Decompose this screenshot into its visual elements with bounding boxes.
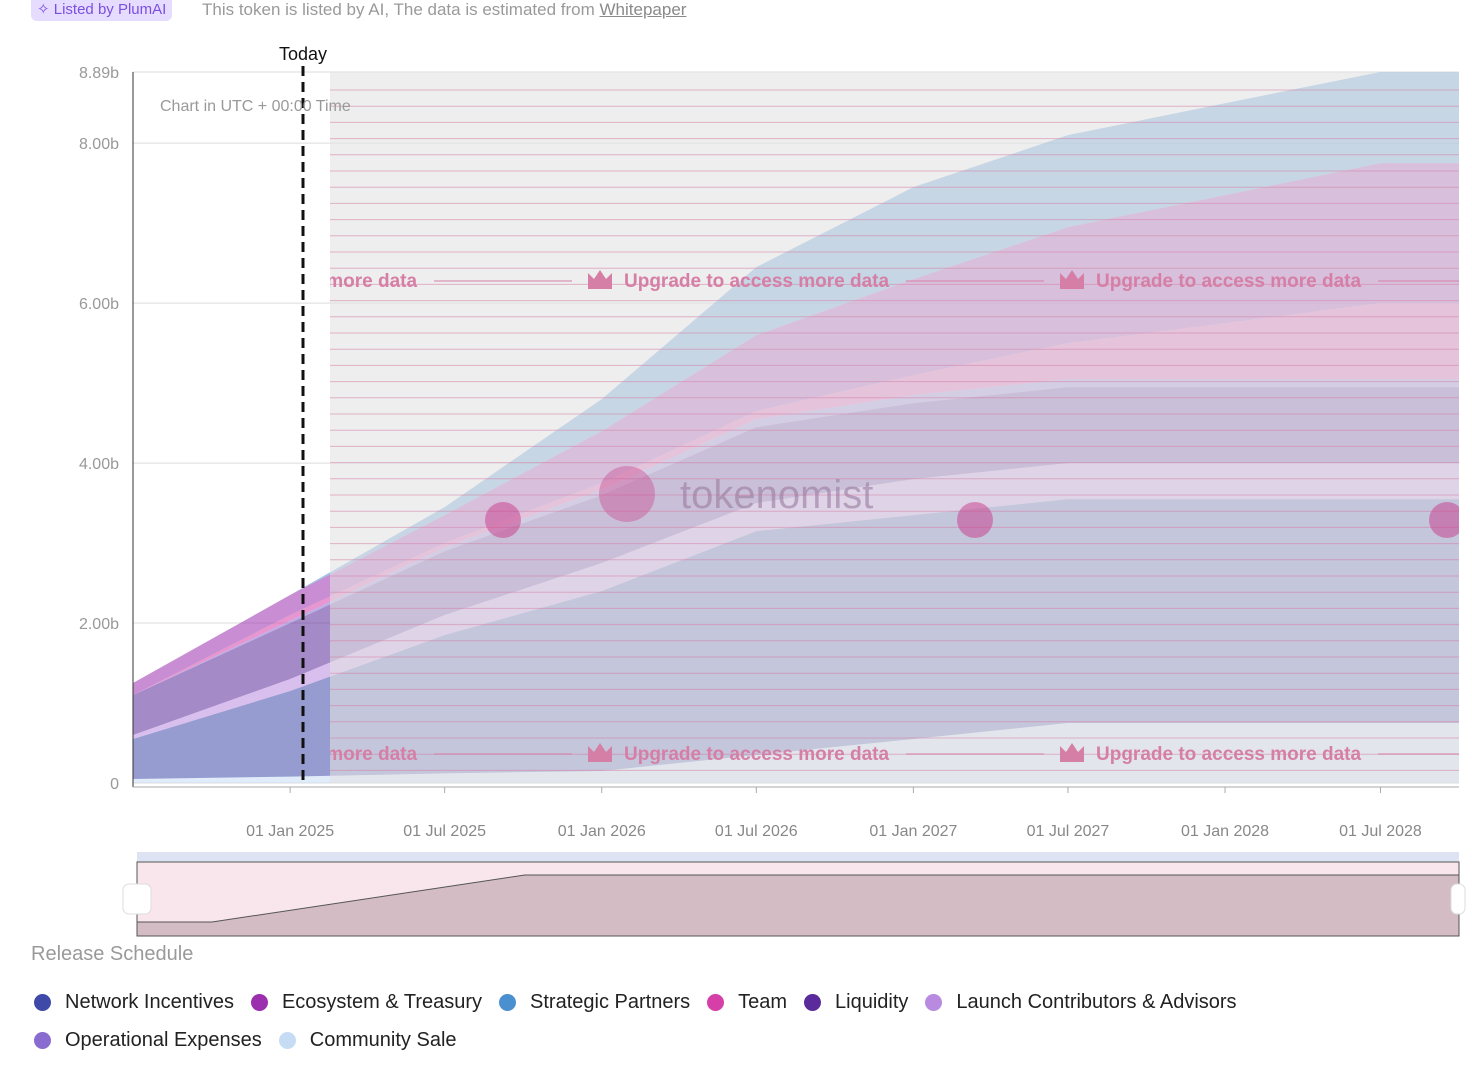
legend: Network Incentives Ecosystem & Treasury St…: [34, 990, 1434, 1052]
y-tick-label: 6.00b: [79, 296, 119, 313]
legend-label: Network Incentives: [65, 990, 234, 1013]
x-tick-label: 01 Jan 2026: [558, 823, 646, 840]
y-tick-label: 8.00b: [79, 136, 119, 153]
legend-item[interactable]: Team: [707, 990, 787, 1014]
today-label: Today: [279, 44, 327, 64]
crown-icon: [1060, 270, 1084, 289]
legend-item[interactable]: Launch Contributors & Advisors: [925, 990, 1237, 1014]
legend-label: Strategic Partners: [530, 990, 691, 1013]
legend-swatch: [34, 993, 51, 1011]
navigator-handle[interactable]: [122, 883, 152, 915]
section-title: Release Schedule: [31, 943, 194, 965]
watermark: tokenomist: [680, 473, 873, 517]
x-tick-label: 01 Jul 2028: [1339, 823, 1422, 840]
legend-swatch: [250, 993, 268, 1011]
legend-label: Operational Expenses: [65, 1028, 262, 1051]
x-tick-label: 01 Jan 2028: [1181, 823, 1269, 840]
logo-mark: [957, 502, 993, 538]
legend-swatch: [707, 993, 725, 1011]
paywall-text: Upgrade to access more data: [1096, 271, 1361, 292]
legend-label: Launch Contributors & Advisors: [956, 990, 1237, 1013]
x-tick-label: 01 Jan 2025: [246, 823, 334, 840]
logo-mark: [1429, 502, 1459, 538]
chart: Upgrade to access more data Upgrade to ac…: [79, 44, 1466, 937]
navigator-bar: [137, 852, 1459, 862]
x-tick-label: 01 Jan 2027: [869, 823, 957, 840]
x-tick-label: 01 Jul 2025: [403, 823, 486, 840]
y-tick-label: 8.89b: [79, 65, 119, 82]
crown-icon: [588, 743, 612, 762]
x-tick-label: 01 Jul 2027: [1027, 823, 1110, 840]
ai-badge: ✧ Listed by PlumAI: [31, 0, 173, 21]
legend-item[interactable]: Operational Expenses: [34, 1028, 262, 1052]
badge-text: Listed by PlumAI: [53, 1, 167, 18]
paywall-text: Upgrade to access more data: [624, 271, 889, 292]
paywall-text: Upgrade to access more data: [1096, 744, 1361, 765]
legend-label: Team: [738, 990, 788, 1013]
legend-item[interactable]: Liquidity: [804, 990, 908, 1014]
legend-label: Community Sale: [309, 1028, 457, 1051]
y-tick-label: 4.00b: [79, 456, 119, 473]
x-tick-label: 01 Jul 2026: [715, 823, 798, 840]
legend-swatch: [925, 993, 943, 1011]
y-tick-label: 0: [110, 776, 119, 793]
legend-swatch: [34, 1031, 51, 1049]
crown-icon: [1060, 743, 1084, 762]
navigator[interactable]: [122, 852, 1466, 937]
paywall-text: Upgrade to access more data: [152, 271, 417, 292]
navigator-handle[interactable]: [1450, 883, 1466, 915]
note: This token is listed by AI, The data is …: [202, 0, 686, 19]
whitepaper-link[interactable]: Whitepaper: [599, 0, 687, 19]
legend-item[interactable]: Network Incentives: [34, 990, 234, 1014]
legend-swatch: [804, 993, 822, 1011]
logo-mark: [485, 502, 521, 538]
logo-mark: [599, 466, 655, 522]
crown-icon: [588, 270, 612, 289]
y-tick-label: 2.00b: [79, 616, 119, 633]
legend-item[interactable]: Community Sale: [278, 1028, 457, 1052]
legend-label: Liquidity: [835, 990, 909, 1013]
navigator-profile: [136, 874, 1460, 937]
legend-label: Ecosystem & Treasury: [281, 990, 483, 1013]
crown-icon: [116, 270, 140, 289]
time-note: Chart in UTC + 00:00 Time: [160, 98, 351, 115]
legend-swatch: [499, 993, 517, 1011]
paywall-text: Upgrade to access more data: [152, 744, 417, 765]
paywall-text: Upgrade to access more data: [624, 744, 889, 765]
legend-item[interactable]: Strategic Partners: [499, 990, 690, 1014]
legend-swatch: [278, 1031, 296, 1049]
legend-item[interactable]: Ecosystem & Treasury: [250, 990, 483, 1014]
note-text: This token is listed by AI, The data is …: [202, 0, 595, 19]
paywall: [330, 72, 1459, 783]
